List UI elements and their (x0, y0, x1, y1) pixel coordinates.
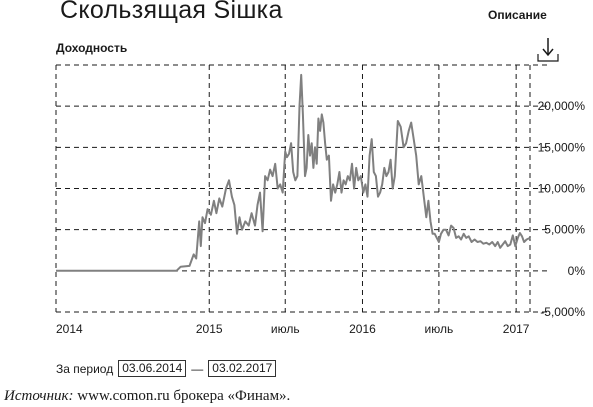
x-tick-label: 2017 (503, 322, 530, 336)
source-caption: Источник: www.comon.ru брокера «Финам». (4, 388, 290, 405)
x-tick-label: 2014 (56, 322, 83, 336)
y-axis-label: Доходность (56, 41, 128, 55)
y-tick-label: 5,000% (544, 223, 585, 237)
x-tick-label: июль (425, 322, 454, 336)
series-group (56, 73, 531, 272)
x-axis-ticks: 2014 2015 июль 2016 июль 2017 (56, 322, 530, 336)
x-tick-label: 2015 (196, 322, 223, 336)
chart-title: Скользящая Sішка (60, 0, 283, 24)
y-tick-label: 10,000% (538, 182, 586, 196)
source-text: www.comon.ru брокера «Финам». (73, 388, 291, 404)
download-arrow-icon[interactable] (535, 36, 561, 64)
y-tick-label: 0% (568, 264, 586, 278)
x-tick-label: июль (271, 322, 300, 336)
period-dash: — (191, 361, 204, 376)
period-to-input[interactable]: 03.02.2017 (208, 360, 277, 377)
series-line (56, 73, 531, 272)
y-axis-ticks: -5,000% 0% 5,000% 10,000% 15,000% 20,000% (538, 99, 586, 319)
chart-canvas: 2014 2015 июль 2016 июль 2017 -5,000% 0% 5,000%… (55, 64, 586, 336)
period-selector: За период 03.06.2014 — 03.02.2017 (56, 360, 277, 377)
y-tick-label: 15,000% (538, 140, 586, 154)
y-tick-label: -5,000% (540, 305, 585, 319)
source-lead: Источник: (4, 388, 74, 404)
x-tick-label: 2016 (349, 322, 376, 336)
y-tick-label: 20,000% (538, 99, 586, 113)
period-label: За период (56, 361, 114, 376)
description-link[interactable]: Описание (488, 8, 547, 22)
period-from-input[interactable]: 03.06.2014 (118, 360, 187, 377)
